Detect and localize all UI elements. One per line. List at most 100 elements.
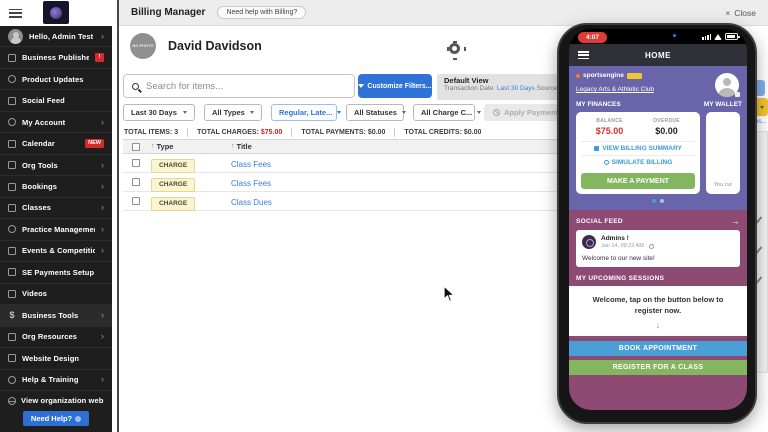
my-finances-label: MY FINANCES <box>576 101 621 108</box>
sidebar-item-classes[interactable]: Classes › <box>0 198 112 220</box>
balance-block: BALANCE $75.00 <box>581 118 638 136</box>
item-title-link[interactable]: Class Dues <box>231 198 272 207</box>
settings-gear-icon[interactable] <box>447 41 466 60</box>
sidebar-item-calendar[interactable]: Calendar NEW <box>0 133 112 155</box>
sidebar-item-bookings[interactable]: Bookings › <box>0 176 112 198</box>
sidebar-item-videos[interactable]: Videos <box>0 284 112 306</box>
transaction-date-link[interactable]: Last 30 Days <box>496 85 535 92</box>
phone-lower-section: SOCIAL FEED → Admins ! Jan 14, 09:23 AM … <box>569 210 747 410</box>
carousel-dots[interactable] <box>576 199 740 203</box>
close-button[interactable]: × Close <box>725 7 756 18</box>
post-message: Welcome to our new site! <box>582 255 655 262</box>
book-appointment-button[interactable]: BOOK APPOINTMENT <box>569 340 747 356</box>
social-post-card[interactable]: Admins ! Jan 14, 09:23 AM · Welcome to o… <box>576 230 740 267</box>
apply-payments-button[interactable]: Apply Payments... <box>484 104 578 121</box>
finances-card: BALANCE $75.00 OVERDUE $0.00 VIEW BILLIN… <box>576 112 700 194</box>
item-title-link[interactable]: Class Fees <box>231 160 272 169</box>
sidebar-item-events-competition[interactable]: Events & Competition › <box>0 241 112 263</box>
user-icon <box>8 118 16 127</box>
register-for-class-button[interactable]: REGISTER FOR A CLASS <box>569 359 747 375</box>
total-charges: TOTAL CHARGES: $75.00 <box>197 129 283 136</box>
item-title-link[interactable]: Class Fees <box>231 179 272 188</box>
charge-kind-dropdown[interactable]: Regular, Late... <box>271 104 342 121</box>
simulate-billing-link[interactable]: SIMULATE BILLING <box>581 155 695 169</box>
phone-hamburger-icon[interactable] <box>578 51 589 59</box>
flag-icon <box>8 246 16 255</box>
new-badge: NEW <box>85 139 104 148</box>
globe-icon <box>8 396 16 405</box>
arrow-down-icon: ↓ <box>655 319 661 330</box>
sidebar-item-view-website[interactable]: View organization website... <box>0 391 112 409</box>
column-header-title[interactable]: ↑ Title <box>231 142 252 151</box>
billing-help-button[interactable]: Need help with Billing? <box>217 6 307 19</box>
brand-dot-icon <box>576 73 580 78</box>
search-input[interactable] <box>146 80 346 92</box>
select-all-checkbox[interactable] <box>132 142 140 151</box>
need-help-button[interactable]: Need Help? <box>23 411 89 426</box>
totals-bar: TOTAL ITEMS: 3 TOTAL CHARGES: $75.00 TOT… <box>124 128 481 137</box>
sidebar-item-org-tools[interactable]: Org Tools › <box>0 155 112 177</box>
sidebar-item-help-training[interactable]: Help & Training › <box>0 370 112 391</box>
default-view-title: Default View <box>444 76 489 85</box>
charge-type-badge: CHARGE <box>151 159 196 173</box>
app-header: Billing Manager Need help with Billing? … <box>119 0 768 26</box>
post-author-row: Admins ! Jan 14, 09:23 AM · <box>582 235 734 249</box>
search-icon <box>132 82 139 90</box>
types-dropdown[interactable]: All Types <box>204 104 262 121</box>
chevron-right-icon: › <box>101 181 104 192</box>
brand-tag-badge <box>626 72 642 79</box>
total-payments: TOTAL PAYMENTS: $0.00 <box>301 129 386 136</box>
billing-summary-icon <box>594 146 600 151</box>
sidebar-item-social-feed[interactable]: Social Feed <box>0 90 112 112</box>
customize-filters-button[interactable]: Customize Filters... <box>358 74 432 98</box>
chevron-down-icon <box>337 111 342 114</box>
page-title: Billing Manager <box>131 7 206 18</box>
phone-mockup: 4:07 HOME sportsengine <box>557 23 757 424</box>
sidebar-item-business-tools[interactable]: $ Business Tools › <box>0 305 112 327</box>
stopwatch-icon <box>8 225 16 234</box>
sidebar-item-website-design[interactable]: Website Design <box>0 348 112 370</box>
charge-type-badge: CHARGE <box>151 197 196 211</box>
view-billing-summary-link[interactable]: VIEW BILLING SUMMARY <box>581 141 695 155</box>
date-range-dropdown[interactable]: Last 30 Days <box>123 104 195 121</box>
sidebar-item-org-resources[interactable]: Org Resources › <box>0 327 112 349</box>
chevron-down-icon <box>760 105 764 109</box>
sidebar-item-practice-management[interactable]: Practice Management › <box>0 219 112 241</box>
sidebar-item-my-account[interactable]: My Account › <box>0 112 112 134</box>
feed-icon <box>8 96 16 105</box>
row-checkbox[interactable] <box>132 178 140 186</box>
calendar-icon <box>8 139 16 148</box>
sidebar-item-product-updates[interactable]: Product Updates <box>0 69 112 91</box>
sidebar-edge <box>112 0 119 432</box>
chevron-down-icon <box>183 111 187 114</box>
overdue-block: OVERDUE $0.00 <box>638 118 695 136</box>
rocket-icon <box>8 75 16 84</box>
search-box[interactable] <box>123 74 355 98</box>
hamburger-menu-icon[interactable] <box>9 8 22 18</box>
column-header-type[interactable]: ↑ Type <box>151 142 174 151</box>
sidebar-item-se-payments-setup[interactable]: SE Payments Setup <box>0 262 112 284</box>
club-name-link[interactable]: Legacy Arts & Athletic Club <box>576 86 655 93</box>
arrow-right-icon[interactable]: → <box>730 216 740 226</box>
make-a-payment-button[interactable]: MAKE A PAYMENT <box>581 173 695 189</box>
chevron-right-icon: › <box>101 374 104 385</box>
org-logo[interactable] <box>43 1 69 24</box>
sidebar-item-business-publisher[interactable]: Business Publisher! <box>0 47 112 69</box>
member-header: NO PHOTO David Davidson <box>130 33 262 59</box>
charge-category-dropdown[interactable]: All Charge C... <box>413 104 482 121</box>
cut-link-fragment[interactable]: ns... <box>755 119 767 125</box>
row-checkbox[interactable] <box>132 159 140 167</box>
phone-screen: 4:07 HOME sportsengine <box>569 29 747 410</box>
recording-time-pill[interactable]: 4:07 <box>578 31 607 43</box>
phone-page-title: HOME <box>645 50 671 60</box>
chevron-down-icon <box>477 111 482 114</box>
statuses-dropdown[interactable]: All Statuses <box>346 104 406 121</box>
people-icon <box>8 161 16 170</box>
finance-cards: BALANCE $75.00 OVERDUE $0.00 VIEW BILLIN… <box>576 112 740 194</box>
row-checkbox[interactable] <box>132 197 140 205</box>
globe-icon <box>649 243 655 249</box>
chevron-down-icon <box>401 111 406 114</box>
sidebar-item-hello-admin[interactable]: Hello, Admin Test › <box>0 26 112 48</box>
megaphone-icon <box>8 53 16 62</box>
chevron-right-icon: › <box>101 245 104 256</box>
